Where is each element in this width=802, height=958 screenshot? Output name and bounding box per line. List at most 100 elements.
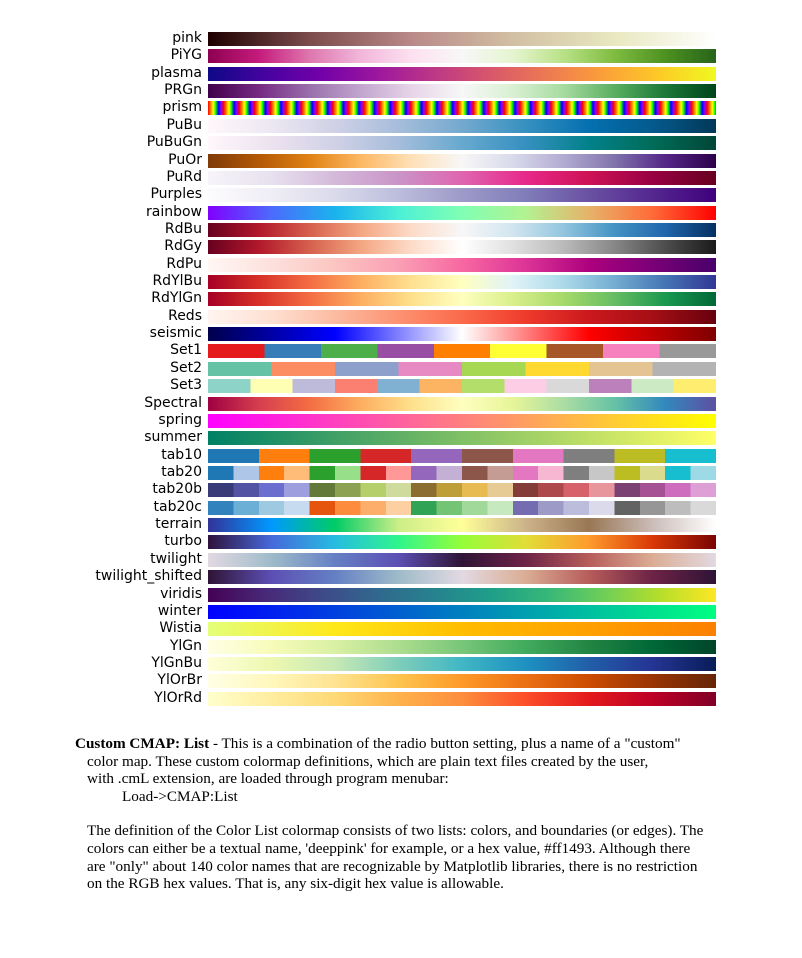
colormap-name: RdPu xyxy=(166,255,202,272)
colormap-bar xyxy=(208,170,716,185)
colormap-row: YlOrRd xyxy=(0,690,802,707)
colormap-name: PuOr xyxy=(168,151,202,168)
colormap-bar xyxy=(208,309,716,324)
colormap-row: PRGn xyxy=(0,82,802,99)
colormap-row: twilight xyxy=(0,551,802,568)
colormap-name: winter xyxy=(157,602,202,619)
colormap-bar xyxy=(208,431,716,446)
colormap-name: turbo xyxy=(164,533,202,550)
colormap-name: RdYlGn xyxy=(151,290,202,307)
colormap-row: PuOr xyxy=(0,152,802,169)
colormap-bar xyxy=(208,622,716,637)
colormap-bar xyxy=(208,188,716,203)
colormap-row: Wistia xyxy=(0,620,802,637)
colormap-name: rainbow xyxy=(146,203,202,220)
colormap-name: YlOrRd xyxy=(154,689,202,706)
paragraph-2-line-4: on the RGB hex values. That is, any six-… xyxy=(87,875,504,893)
colormap-row: summer xyxy=(0,429,802,446)
paragraph-2-line-2: colors can either be a textual name, 'de… xyxy=(87,839,691,857)
colormap-bar xyxy=(208,118,716,133)
colormap-bar xyxy=(208,101,716,116)
colormap-name: YlGnBu xyxy=(151,654,202,671)
colormap-row: RdGy xyxy=(0,238,802,255)
paragraph-2-line-3: are "only" about 140 color names that ar… xyxy=(87,857,698,875)
colormap-name: Set1 xyxy=(170,342,202,359)
colormap-row: RdYlBu xyxy=(0,273,802,290)
colormap-row: spring xyxy=(0,412,802,429)
colormap-bar xyxy=(208,136,716,151)
colormap-bar xyxy=(208,674,716,689)
colormap-row: PiYG xyxy=(0,47,802,64)
colormap-name: PuRd xyxy=(166,168,202,185)
colormap-row: seismic xyxy=(0,325,802,342)
colormap-bar xyxy=(208,396,716,411)
colormap-row: Reds xyxy=(0,308,802,325)
colormap-name: twilight xyxy=(150,550,202,567)
colormap-bar xyxy=(208,604,716,619)
colormap-row: tab20b xyxy=(0,481,802,498)
colormap-row: PuBu xyxy=(0,117,802,134)
colormap-row: turbo xyxy=(0,533,802,550)
colormap-bar xyxy=(208,292,716,307)
paragraph-2-line-1: The definition of the Color List colorma… xyxy=(87,822,704,840)
colormap-name: summer xyxy=(144,429,202,446)
colormap-bar xyxy=(208,483,716,498)
colormap-bar xyxy=(208,205,716,220)
colormap-bar xyxy=(208,691,716,706)
colormap-bar xyxy=(208,66,716,81)
colormap-name: tab20 xyxy=(161,463,202,480)
colormap-row: plasma xyxy=(0,65,802,82)
colormap-list: pink PiYG plasma PRGn prism PuBu PuBuGn PuOr PuR… xyxy=(0,30,802,707)
colormap-bar xyxy=(208,639,716,654)
colormap-bar xyxy=(208,500,716,515)
colormap-name: YlGn xyxy=(169,637,202,654)
colormap-row: RdPu xyxy=(0,256,802,273)
colormap-row: PuBuGn xyxy=(0,134,802,151)
colormap-bar xyxy=(208,153,716,168)
colormap-name: Wistia xyxy=(159,620,202,637)
colormap-row: RdBu xyxy=(0,221,802,238)
colormap-bar xyxy=(208,587,716,602)
colormap-bar xyxy=(208,327,716,342)
colormap-name: YlOrBr xyxy=(157,672,202,689)
colormap-bar xyxy=(208,656,716,671)
colormap-row: prism xyxy=(0,99,802,116)
colormap-name: tab20b xyxy=(152,481,202,498)
description-line-2: color map. These custom colormap definit… xyxy=(87,752,649,770)
colormap-name: spring xyxy=(158,411,202,428)
colormap-bar xyxy=(208,49,716,64)
colormap-bar xyxy=(208,361,716,376)
colormap-name: pink xyxy=(172,30,202,46)
colormap-row: Purples xyxy=(0,186,802,203)
colormap-bar xyxy=(208,240,716,255)
colormap-row: viridis xyxy=(0,586,802,603)
colormap-name: Set3 xyxy=(170,377,202,394)
colormap-row: Spectral xyxy=(0,395,802,412)
colormap-name: PuBu xyxy=(166,116,202,133)
colormap-row: tab20 xyxy=(0,464,802,481)
colormap-row: tab10 xyxy=(0,447,802,464)
colormap-row: twilight_shifted xyxy=(0,568,802,585)
colormap-bar xyxy=(208,222,716,237)
colormap-bar xyxy=(208,84,716,99)
colormap-name: Set2 xyxy=(170,359,202,376)
colormap-row: Set1 xyxy=(0,342,802,359)
colormap-bar xyxy=(208,465,716,480)
colormap-bar xyxy=(208,570,716,585)
colormap-row: Set3 xyxy=(0,377,802,394)
colormap-bar xyxy=(208,518,716,533)
colormap-bar xyxy=(208,275,716,290)
section-heading: Custom CMAP: List xyxy=(75,735,210,752)
colormap-name: RdYlBu xyxy=(152,273,202,290)
colormap-name: RdBu xyxy=(164,220,202,237)
colormap-bar xyxy=(208,448,716,463)
colormap-bar xyxy=(208,344,716,359)
colormap-bar xyxy=(208,32,716,46)
colormap-row: tab20c xyxy=(0,499,802,516)
menu-path: Load->CMAP:List xyxy=(122,787,238,805)
colormap-name: Spectral xyxy=(144,394,202,411)
colormap-name: terrain xyxy=(155,516,202,533)
colormap-bar xyxy=(208,257,716,272)
colormap-name: prism xyxy=(162,99,202,116)
colormap-name: Reds xyxy=(168,307,202,324)
